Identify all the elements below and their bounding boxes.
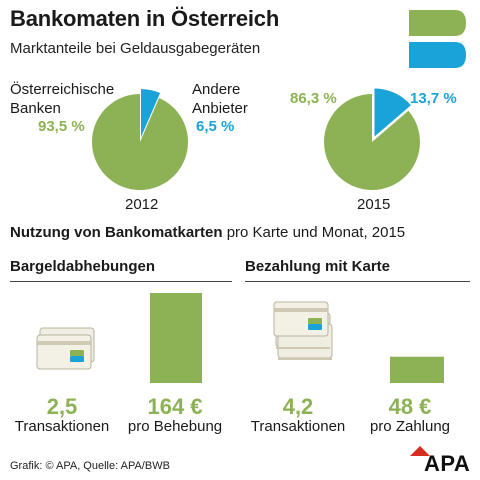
pie-2015 <box>324 88 421 190</box>
bar-per-payment-label: pro Zahlung <box>369 418 451 435</box>
pie-2012-austrian-value: 93,5 % <box>38 118 85 135</box>
transactions-cash-value: 2,5 <box>46 394 78 419</box>
legend-other-line1: Andere <box>192 81 241 98</box>
pie-2012-slice-other <box>141 89 161 138</box>
legend-other-providers-2012: Andere Anbieter <box>192 80 248 118</box>
pie-2012-slice-austrian <box>92 94 188 190</box>
section-cash-divider <box>10 281 232 282</box>
pie-2015-slice-austrian <box>324 94 421 190</box>
legend-austrian-line2: Banken <box>10 100 61 117</box>
bar-per-payment <box>390 356 444 383</box>
transactions-card-label: Transaktionen <box>250 418 346 435</box>
pie-2015-year: 2015 <box>357 196 391 213</box>
pie-2015-austrian-value: 86,3 % <box>290 90 337 107</box>
bank-card-icon <box>36 327 95 370</box>
apa-triangle-icon <box>410 446 430 456</box>
apa-logo: APA <box>424 451 471 476</box>
usage-heading-bold: Nutzung von Bankomatkarten <box>10 224 223 241</box>
footer-credit: Grafik: © APA, Quelle: APA/BWB <box>10 460 170 472</box>
usage-heading-rest: pro Karte und Monat, 2015 <box>222 224 406 241</box>
transactions-cash-label: Transaktionen <box>14 418 110 435</box>
legend-other-line2: Anbieter <box>192 100 248 117</box>
section-card-payment-title: Bezahlung mit Karte <box>245 258 391 275</box>
usage-heading: Nutzung von Bankomatkarten pro Karte und… <box>10 224 405 241</box>
bar-chart-cash <box>150 293 202 383</box>
legend-austrian-line1: Österreichische <box>10 81 115 98</box>
pie-2012 <box>92 89 188 190</box>
bar-per-payment-value: 48 € <box>388 394 432 419</box>
page-subtitle: Marktanteile bei Geldausgabegeräten <box>10 40 261 57</box>
bar-per-withdrawal-value: 164 € <box>147 394 203 419</box>
pie-2015-other-value: 13,7 % <box>410 90 457 107</box>
pie-2015-slice-other <box>374 88 411 137</box>
pie-2012-year: 2012 <box>125 196 159 213</box>
bank-card-stack-icon <box>273 301 333 360</box>
legend-austrian-banks-2012: Österreichische Banken <box>10 80 114 118</box>
transactions-card-value: 4,2 <box>282 394 314 419</box>
bar-per-withdrawal-label: pro Behebung <box>127 418 223 435</box>
section-card-divider <box>245 281 470 282</box>
bar-chart-card <box>390 356 444 383</box>
pie-2012-other-value: 6,5 % <box>196 118 235 135</box>
bar-per-withdrawal <box>150 293 202 383</box>
section-cash-withdrawal-title: Bargeldabhebungen <box>10 258 156 275</box>
page-title: Bankomaten in Österreich <box>10 6 280 31</box>
bankomat-b-logo-icon <box>409 10 466 68</box>
